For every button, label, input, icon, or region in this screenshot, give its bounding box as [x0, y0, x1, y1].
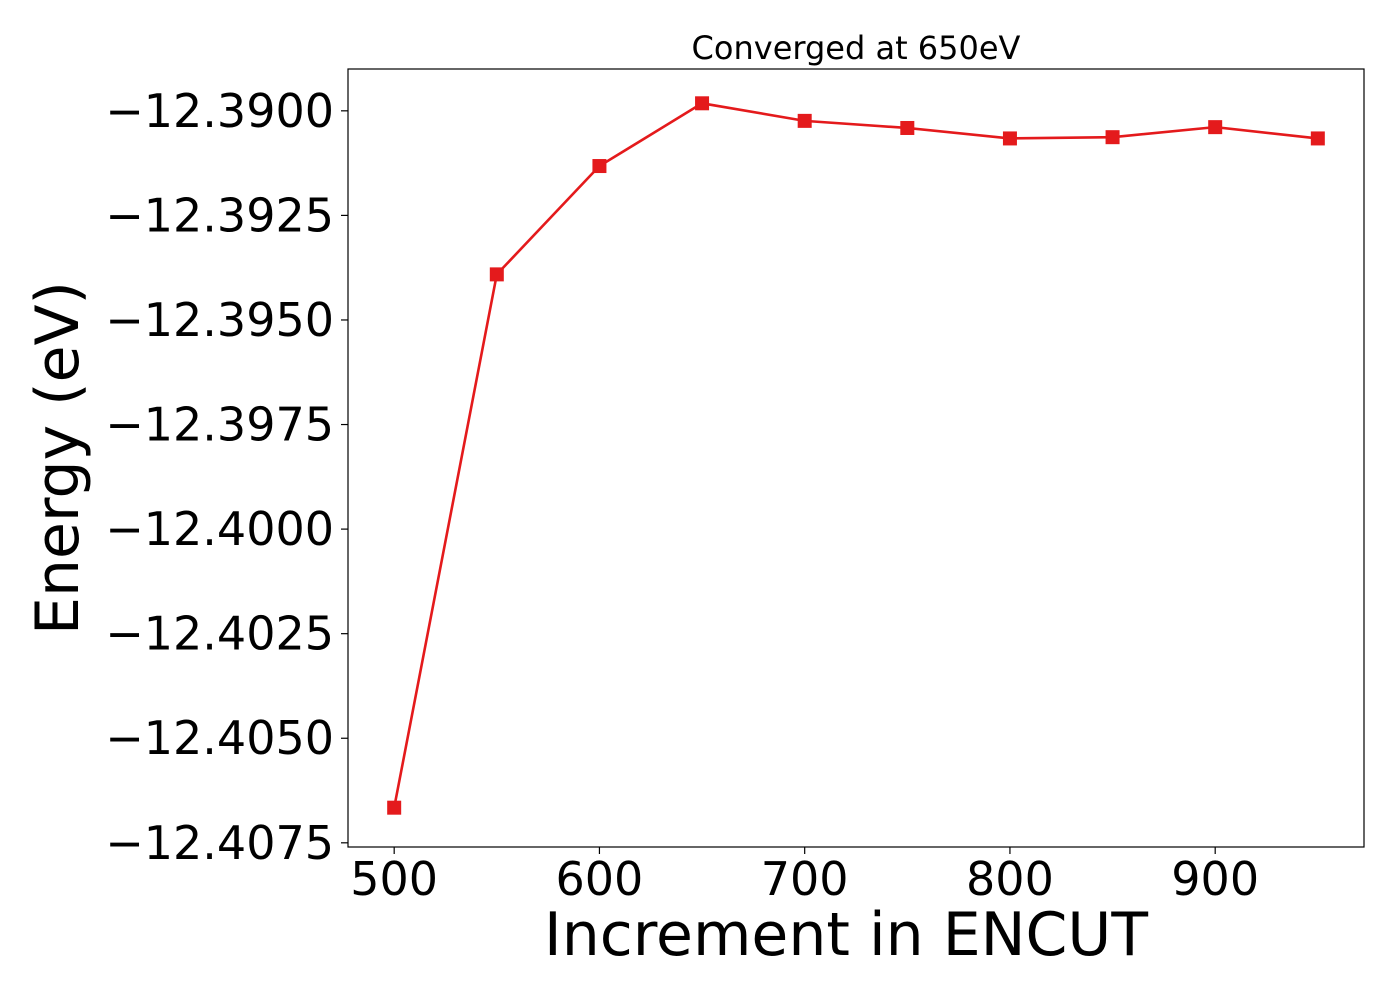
x-axis-label: Increment in ENCUT: [544, 900, 1148, 970]
y-axis-label: Energy (eV): [23, 281, 93, 635]
chart-title: Converged at 650eV: [692, 29, 1021, 67]
data-point-marker: [695, 96, 710, 111]
data-point-marker: [1310, 131, 1325, 146]
x-tick-label: 900: [1171, 852, 1259, 906]
data-point-marker: [1105, 130, 1120, 145]
y-tick-label: −12.3900: [105, 84, 334, 138]
data-point-marker: [1208, 120, 1223, 135]
y-axis-ticks: −12.3900 −12.3925 −12.3950 −12.3975 −12.4000…: [105, 84, 348, 870]
data-point-marker: [592, 159, 607, 174]
y-tick-label: −12.3950: [105, 293, 334, 347]
y-tick-label: −12.3975: [105, 398, 334, 452]
data-point-marker: [387, 800, 402, 815]
data-point-marker: [1002, 131, 1017, 146]
x-tick-label: 800: [966, 852, 1054, 906]
y-tick-label: −12.4000: [105, 502, 334, 556]
y-tick-label: −12.4050: [105, 711, 334, 765]
y-tick-label: −12.4025: [105, 607, 334, 661]
x-tick-label: 500: [350, 852, 438, 906]
plot-frame: [347, 68, 1365, 848]
data-point-marker: [797, 113, 812, 128]
x-tick-label: 700: [761, 852, 849, 906]
data-point-marker: [489, 267, 504, 282]
data-point-marker: [900, 120, 915, 135]
x-axis-ticks: 500 600 700 800 900: [350, 847, 1259, 906]
x-tick-label: 600: [556, 852, 644, 906]
y-tick-label: −12.4075: [105, 816, 334, 870]
series-line: [392, 101, 1318, 808]
y-tick-label: −12.3925: [105, 188, 334, 242]
series-layer: [387, 96, 1325, 815]
